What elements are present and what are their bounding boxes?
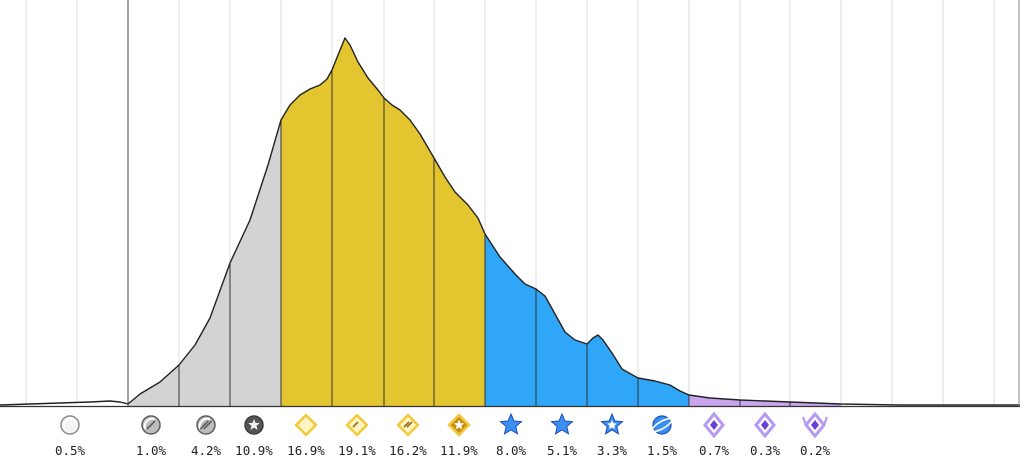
band-silver-iii: [230, 120, 281, 406]
pct-label: 19.1%: [338, 443, 376, 458]
silver-1-icon: [141, 415, 161, 435]
silver-2-icon: [196, 415, 216, 435]
pct-label: 0.7%: [699, 443, 730, 458]
band-platinum-ii: [536, 289, 587, 406]
band-platinum-iii: [587, 335, 638, 406]
silver-3-icon: [244, 415, 264, 435]
band-gold-iii: [384, 98, 434, 406]
pct-label: 4.2%: [191, 443, 222, 458]
axes: [0, 0, 1020, 408]
pct-label: 0.5%: [55, 443, 86, 458]
gold-1-icon: [294, 413, 318, 437]
diamond-1-icon: [703, 411, 725, 439]
gold-3-icon: [396, 413, 420, 437]
band-diamond-i: [689, 395, 740, 406]
unranked-icon: [60, 415, 80, 435]
rank-icons: [60, 411, 829, 439]
pct-label: 5.1%: [547, 443, 578, 458]
diamond-2-icon: [754, 411, 776, 439]
platinum-1-icon: [499, 412, 523, 435]
pct-label: 1.5%: [647, 443, 678, 458]
platinum-3-icon: [600, 412, 624, 435]
platinum-4-icon: [651, 415, 673, 435]
curve-line: [0, 37, 1020, 406]
gold-2-icon: [345, 413, 369, 437]
pct-label: 0.3%: [750, 443, 781, 458]
platinum-2-icon: [550, 412, 574, 435]
pct-label: 8.0%: [496, 443, 527, 458]
pct-label: 3.3%: [597, 443, 628, 458]
gold-4-icon: [447, 413, 471, 437]
pct-label: 11.9%: [440, 443, 478, 458]
pct-label: 0.2%: [800, 443, 831, 458]
pct-label: 16.9%: [287, 443, 325, 458]
grid-lines: [25, 0, 995, 406]
percentage-labels: 0.5% 1.0% 4.2% 10.9% 16.9% 19.1% 16.2% 11.9% 8.0…: [55, 443, 831, 458]
distribution-curve: [0, 37, 1020, 406]
rank-bands: [0, 38, 841, 406]
band-gold-ii: [332, 38, 384, 406]
band-gold-iv: [434, 158, 485, 406]
pct-label: 16.2%: [389, 443, 427, 458]
diamond-3-icon: [801, 411, 829, 439]
band-silver-i: [128, 365, 179, 406]
pct-label: 10.9%: [235, 443, 273, 458]
band-gold-i: [281, 70, 332, 406]
pct-label: 1.0%: [136, 443, 167, 458]
band-platinum-i: [485, 234, 536, 406]
band-platinum-iv: [638, 378, 689, 406]
